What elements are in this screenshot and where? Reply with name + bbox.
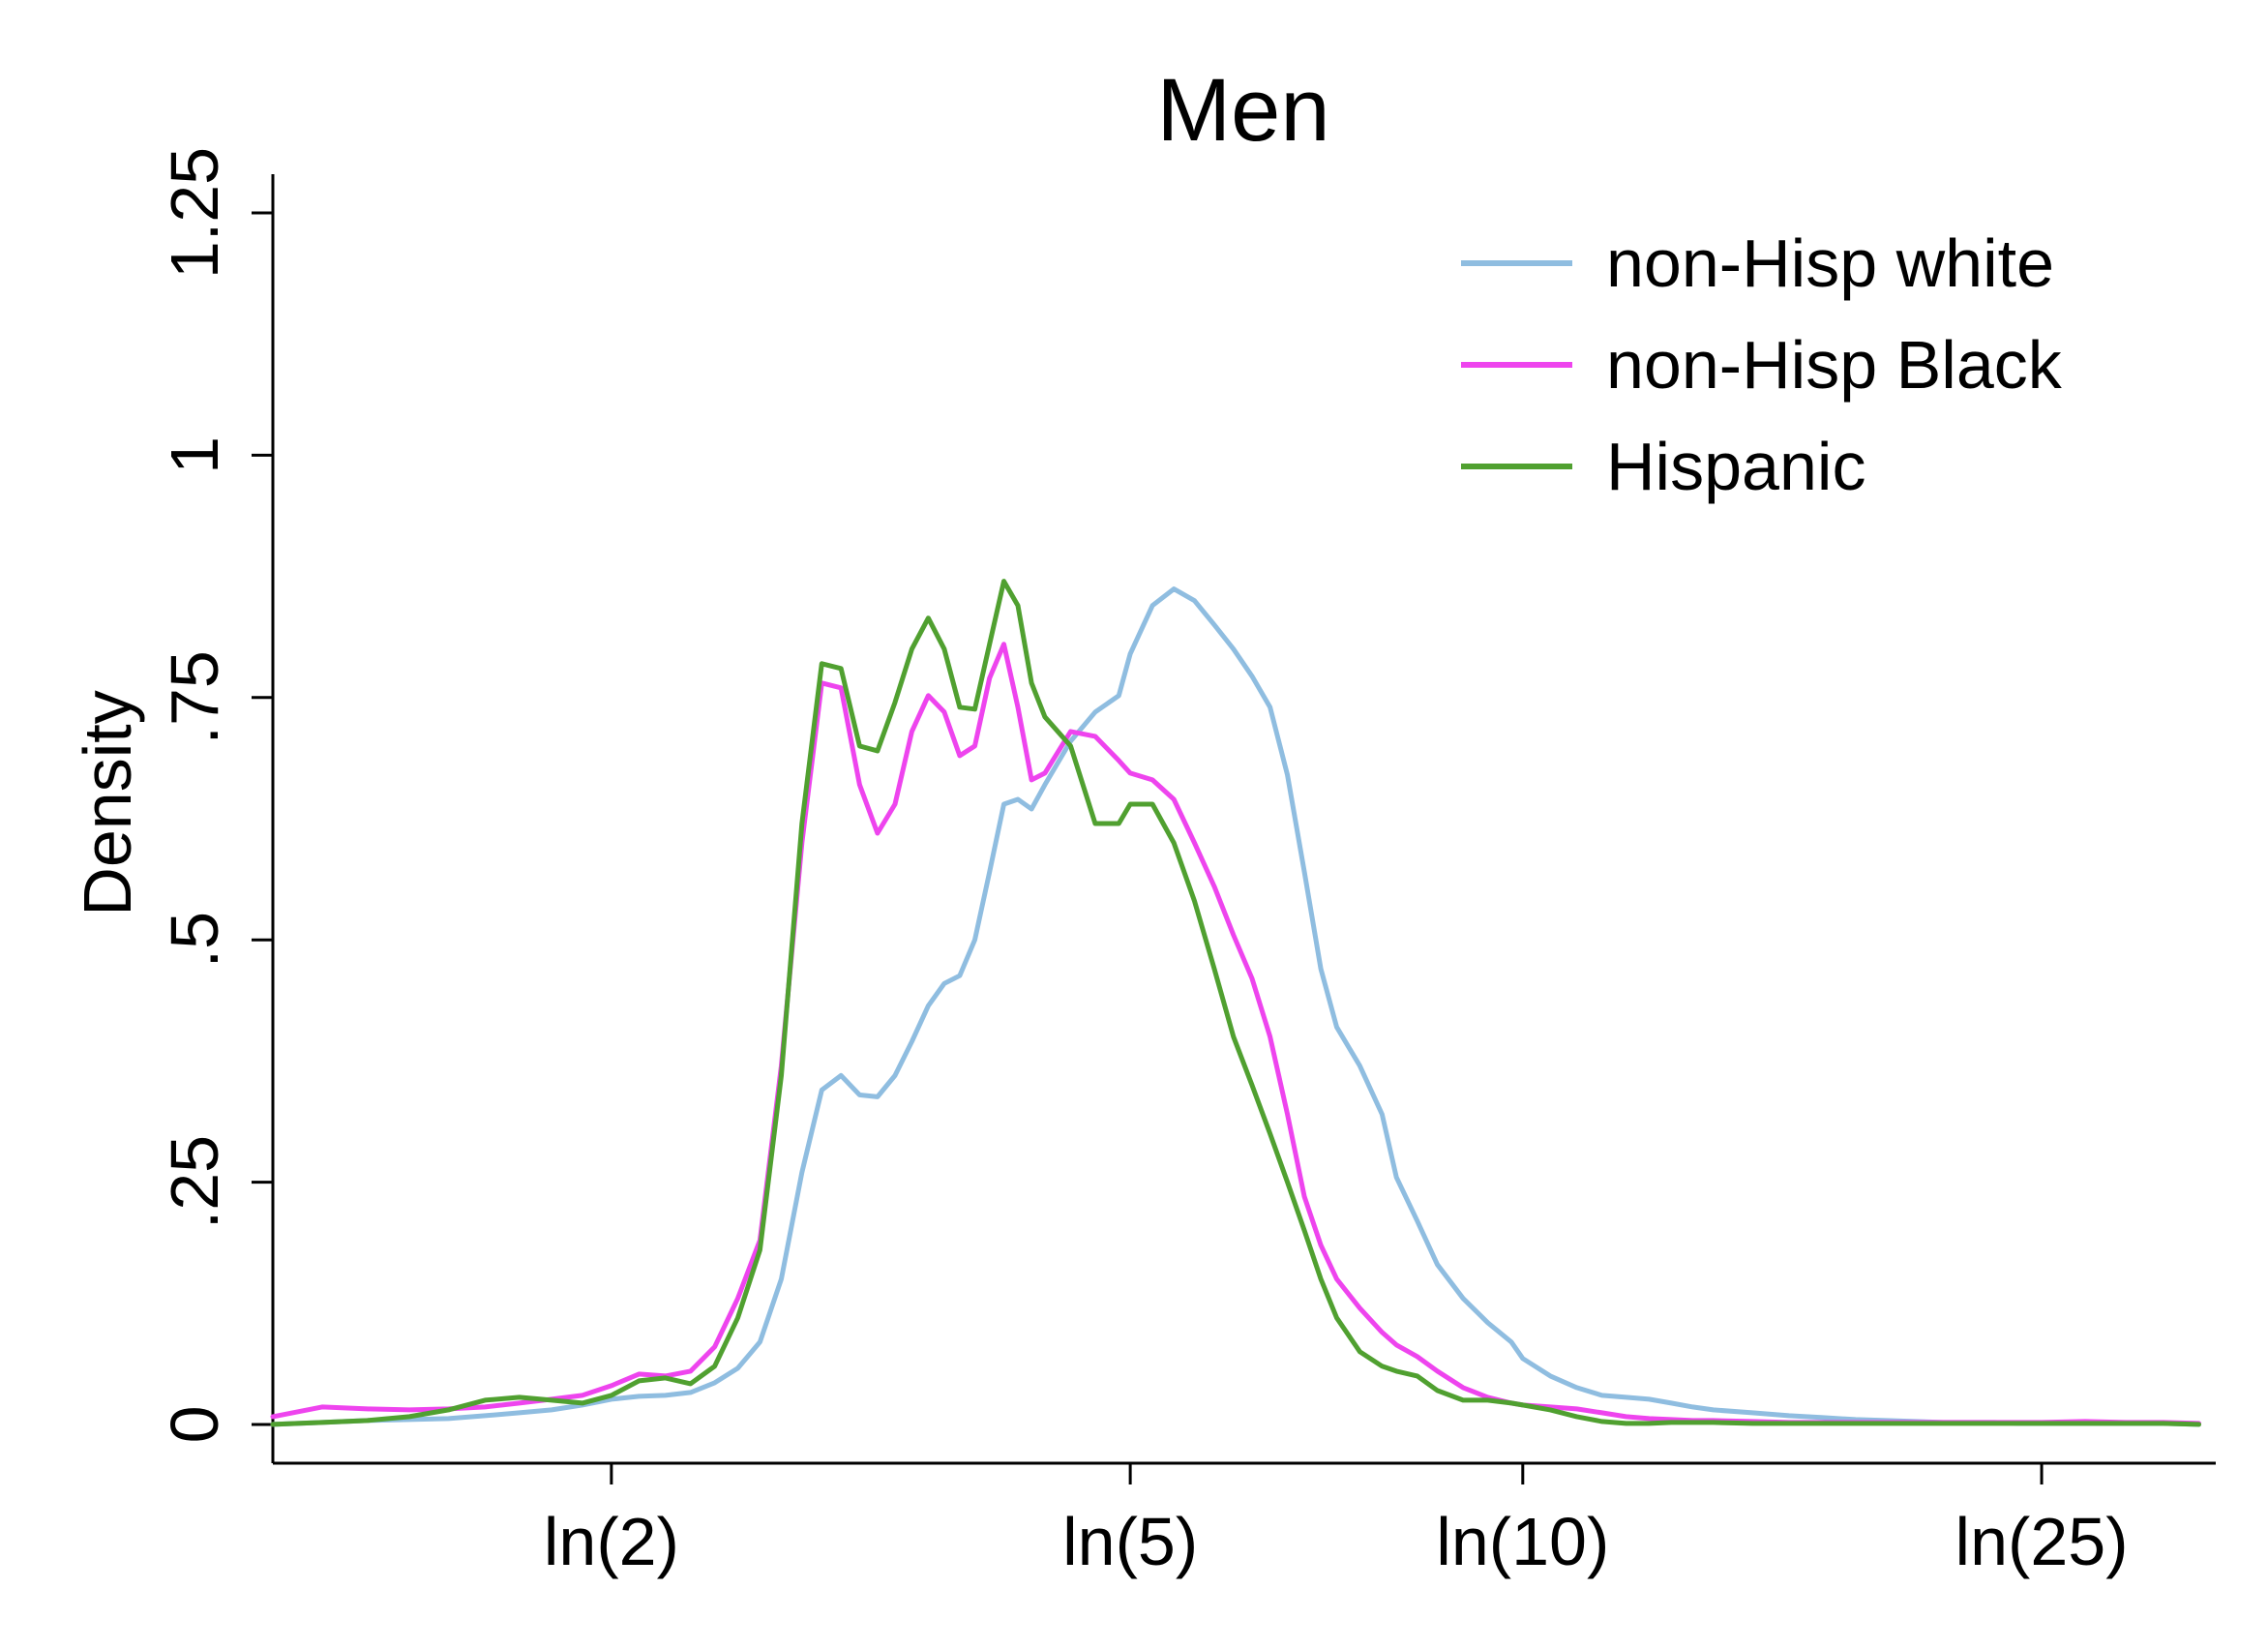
series-line-non-hisp-black: [270, 642, 2201, 1426]
chart-title: Men: [1157, 61, 1330, 160]
axes: [271, 174, 2216, 1465]
y-tick-label: .75: [157, 650, 232, 744]
series-line-non-hisp-white: [270, 586, 2201, 1427]
y-tick-label: .25: [157, 1135, 232, 1229]
y-tick-label: 1.25: [157, 147, 232, 279]
y-tick-label: .5: [157, 912, 232, 968]
y-axis-ticks: 0 .25 .5 .75 1 1.25: [157, 147, 273, 1443]
legend-label: non-Hisp Black: [1606, 327, 2063, 403]
x-tick-label: ln(10): [1436, 1504, 1609, 1579]
x-axis-ticks: ln(2) ln(5) ln(10) ln(25): [544, 1463, 2129, 1579]
series-lines: [270, 579, 2201, 1427]
x-tick-label: ln(25): [1955, 1504, 2129, 1579]
series-line-hispanic: [270, 579, 2201, 1427]
x-tick-label: ln(5): [1062, 1504, 1198, 1579]
y-tick-label: 0: [157, 1405, 232, 1443]
y-axis-title: Density: [70, 690, 145, 915]
y-tick-label: 1: [157, 436, 232, 474]
x-tick-label: ln(2): [544, 1504, 679, 1579]
legend-label: non-Hisp white: [1606, 225, 2054, 301]
legend: non-Hisp white non-Hisp Black Hispanic: [1461, 225, 2063, 504]
legend-label: Hispanic: [1606, 429, 1865, 504]
